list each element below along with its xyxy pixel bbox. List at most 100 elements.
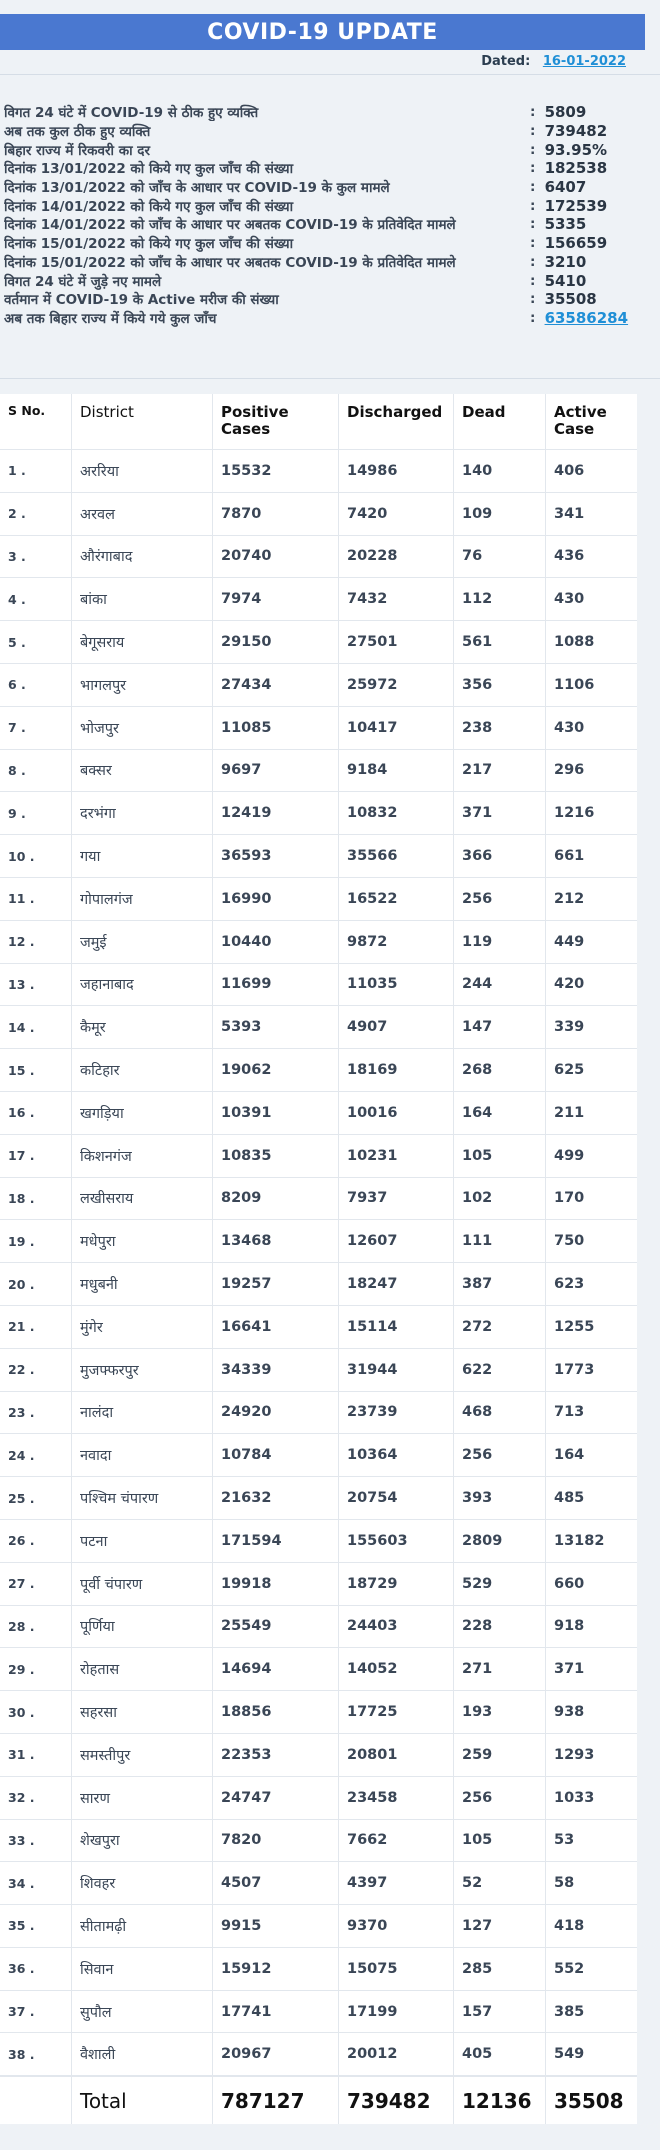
row-dead: 371 bbox=[454, 792, 546, 835]
row-active: 552 bbox=[554, 1960, 585, 1977]
row-active: 371 bbox=[554, 1661, 585, 1678]
row-positive: 36593 bbox=[213, 835, 339, 877]
row-sno: 24 . bbox=[0, 1434, 72, 1477]
district-table: S No. District Positive Cases Discharged… bbox=[0, 394, 637, 2125]
row-district: समस्तीपुर bbox=[72, 1733, 213, 1776]
summary-label: दिनांक 15/01/2022 को जाँच के आधार पर अबत… bbox=[4, 254, 456, 271]
table-row: 15 . कटिहार 19062 18169 268 625 bbox=[0, 1049, 637, 1092]
summary-value: 739482 bbox=[544, 122, 608, 141]
row-positive: 19257 bbox=[213, 1263, 339, 1305]
row-sno: 19 . bbox=[0, 1220, 72, 1263]
row-dead: 393 bbox=[454, 1477, 546, 1519]
row-discharged: 155603 bbox=[339, 1519, 454, 1562]
row-district: अरवल bbox=[72, 492, 213, 535]
row-sno: 1 . bbox=[0, 450, 72, 492]
row-district: बेगूसराय bbox=[72, 621, 213, 663]
row-positive: 171594 bbox=[213, 1519, 339, 1562]
table-row: 29 . रोहतास 14694 14052 271 371 bbox=[0, 1648, 637, 1692]
table-row: 37 . सुपौल 17741 17199 157 385 bbox=[0, 1990, 637, 2034]
summary-label: दिनांक 13/01/2022 को किये गए कुल जाँच की… bbox=[4, 161, 294, 178]
row-sno: 32 . bbox=[0, 1776, 72, 1819]
table-row: 19 . मधेपुरा 13468 12607 111 750 bbox=[0, 1220, 637, 1264]
row-sno: 3 . bbox=[0, 535, 72, 578]
row-dead: 271 bbox=[454, 1648, 546, 1691]
row-discharged: 10417 bbox=[339, 706, 454, 749]
row-discharged: 20228 bbox=[339, 535, 454, 578]
row-sno: 29 . bbox=[0, 1648, 72, 1691]
row-dead: 622 bbox=[454, 1348, 546, 1391]
row-sno: 15 . bbox=[0, 1049, 72, 1091]
row-active: 1216 bbox=[554, 805, 595, 822]
row-dead: 244 bbox=[454, 963, 546, 1006]
summary-label: दिनांक 14/01/2022 को किये गए कुल जाँच की… bbox=[4, 198, 294, 215]
table-row: 17 . किशनगंज 10835 10231 105 499 bbox=[0, 1134, 637, 1178]
row-active: 918 bbox=[554, 1618, 585, 1635]
row-active: 53 bbox=[554, 1832, 575, 1849]
row-positive: 29150 bbox=[213, 621, 339, 663]
row-discharged: 4907 bbox=[339, 1006, 454, 1049]
row-sno: 21 . bbox=[0, 1305, 72, 1348]
row-positive: 9915 bbox=[213, 1905, 339, 1947]
row-positive: 25549 bbox=[213, 1605, 339, 1648]
row-positive: 8209 bbox=[213, 1177, 339, 1220]
row-dead: 268 bbox=[454, 1049, 546, 1091]
row-sno: 23 . bbox=[0, 1391, 72, 1434]
row-district: मुजफ्फरपुर bbox=[72, 1348, 213, 1391]
row-dead: 147 bbox=[454, 1006, 546, 1049]
summary-value: 93.95% bbox=[544, 140, 608, 159]
header-district: District bbox=[72, 394, 213, 449]
header-dead: Dead bbox=[454, 394, 546, 449]
row-positive: 9697 bbox=[213, 749, 339, 792]
summary-colon: : bbox=[529, 291, 536, 308]
row-sno: 12 . bbox=[0, 920, 72, 963]
row-sno: 36 . bbox=[0, 1947, 72, 1990]
row-district: पूर्वी चंपारण bbox=[72, 1562, 213, 1605]
row-discharged: 17725 bbox=[339, 1691, 454, 1733]
row-district: कटिहार bbox=[72, 1049, 213, 1091]
row-positive: 12419 bbox=[213, 792, 339, 835]
row-discharged: 23739 bbox=[339, 1391, 454, 1434]
row-active: 164 bbox=[554, 1447, 585, 1464]
dated-line: Dated: 16-01-2022 bbox=[481, 54, 626, 69]
summary-section: विगत 24 घंटे में COVID-19 से ठीक हुए व्य… bbox=[4, 103, 634, 327]
row-positive: 16641 bbox=[213, 1305, 339, 1348]
row-dead: 52 bbox=[454, 1862, 546, 1905]
row-district: बक्सर bbox=[72, 749, 213, 792]
row-dead: 76 bbox=[454, 535, 546, 578]
row-dead: 256 bbox=[454, 1776, 546, 1819]
row-active: 625 bbox=[554, 1062, 585, 1079]
summary-value: 35508 bbox=[544, 290, 597, 309]
row-positive: 11085 bbox=[213, 706, 339, 749]
row-district: पटना bbox=[72, 1519, 213, 1562]
summary-label: दिनांक 13/01/2022 को जाँच के आधार पर COV… bbox=[4, 180, 390, 197]
summary-label: अब तक बिहार राज्य में किये गये कुल जाँच bbox=[4, 310, 217, 327]
row-dead: 102 bbox=[454, 1177, 546, 1220]
row-discharged: 31944 bbox=[339, 1348, 454, 1391]
row-sno: 6 . bbox=[0, 663, 72, 706]
row-active: 430 bbox=[554, 591, 585, 608]
table-body: 1 . अररिया 15532 14986 140 406 2 . अरवल 7870 7420… bbox=[0, 450, 637, 2077]
row-district: भोजपुर bbox=[72, 706, 213, 749]
row-district: जमुई bbox=[72, 920, 213, 963]
row-dead: 119 bbox=[454, 920, 546, 963]
row-sno: 8 . bbox=[0, 749, 72, 792]
row-active: 1106 bbox=[554, 676, 595, 693]
summary-value-link[interactable]: 63586284 bbox=[544, 308, 629, 327]
row-discharged: 10231 bbox=[339, 1134, 454, 1177]
summary-row: अब तक बिहार राज्य में किये गये कुल जाँच:… bbox=[4, 309, 634, 328]
row-sno: 16 . bbox=[0, 1091, 72, 1134]
summary-value: 5809 bbox=[544, 103, 587, 122]
dated-link[interactable]: 16-01-2022 bbox=[542, 54, 626, 69]
summary-label: विगत 24 घंटे में जुड़े नए मामले bbox=[4, 273, 162, 290]
row-discharged: 20754 bbox=[339, 1477, 454, 1519]
row-sno: 5 . bbox=[0, 621, 72, 663]
row-positive: 24920 bbox=[213, 1391, 339, 1434]
dated-label: Dated: bbox=[481, 54, 531, 69]
table-row: 18 . लखीसराय 8209 7937 102 170 bbox=[0, 1177, 637, 1221]
summary-colon: : bbox=[529, 272, 536, 289]
row-district: औरंगाबाद bbox=[72, 535, 213, 578]
row-dead: 272 bbox=[454, 1305, 546, 1348]
row-district: भागलपुर bbox=[72, 663, 213, 706]
row-sno: 25 . bbox=[0, 1477, 72, 1519]
row-district: वैशाली bbox=[72, 2033, 213, 2076]
